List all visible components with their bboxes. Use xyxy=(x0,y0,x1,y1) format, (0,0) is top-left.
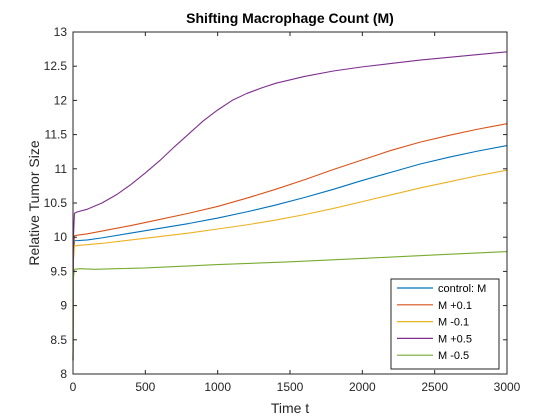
y-tick-label: 11.5 xyxy=(45,128,68,142)
series-line-5 xyxy=(72,251,508,361)
x-tick-label: 1000 xyxy=(204,380,231,394)
legend-box xyxy=(390,278,500,370)
series-layer xyxy=(72,51,508,361)
tick-layer: 0 500 1000 1500 2000 2500 3000 8 8.5 9 9.5 10 10.5 11… xyxy=(44,25,521,394)
y-tick-label: 11 xyxy=(55,162,68,176)
x-tick-label: 2000 xyxy=(349,380,376,394)
series-line-4 xyxy=(72,51,508,361)
legend-entry: M -0.1 xyxy=(438,317,469,329)
x-tick-label: 2500 xyxy=(421,380,448,394)
y-tick-label: 10.5 xyxy=(44,196,68,210)
chart-title: Shifting Macrophage Count (M) xyxy=(186,10,394,26)
y-tick-label: 9.5 xyxy=(50,264,67,278)
legend: control: M M +0.1 M -0.1 M +0.5 M -0.5 xyxy=(390,278,500,370)
legend-entry: M -0.5 xyxy=(438,350,469,362)
x-tick-label: 1500 xyxy=(277,380,304,394)
x-tick-label: 3000 xyxy=(494,380,521,394)
x-axis-label: Time t xyxy=(271,400,309,416)
y-tick-label: 8.5 xyxy=(50,333,67,347)
y-tick-label: 12 xyxy=(54,93,68,107)
y-axis-label: Relative Tumor Size xyxy=(26,140,42,265)
x-tick-label: 0 xyxy=(70,380,77,394)
y-tick-label: 13 xyxy=(54,25,68,39)
y-tick-label: 10 xyxy=(54,230,68,244)
legend-entry: M +0.1 xyxy=(438,300,472,312)
legend-entry: M +0.5 xyxy=(438,333,472,345)
series-line-1 xyxy=(72,144,508,361)
series-line-2 xyxy=(72,123,508,361)
y-tick-label: 9 xyxy=(60,299,67,313)
series-line-3 xyxy=(72,169,508,361)
y-tick-label: 8 xyxy=(60,367,67,381)
legend-entry: control: M xyxy=(438,283,486,295)
y-tick-label: 12.5 xyxy=(44,59,68,73)
x-tick-label: 500 xyxy=(135,380,155,394)
